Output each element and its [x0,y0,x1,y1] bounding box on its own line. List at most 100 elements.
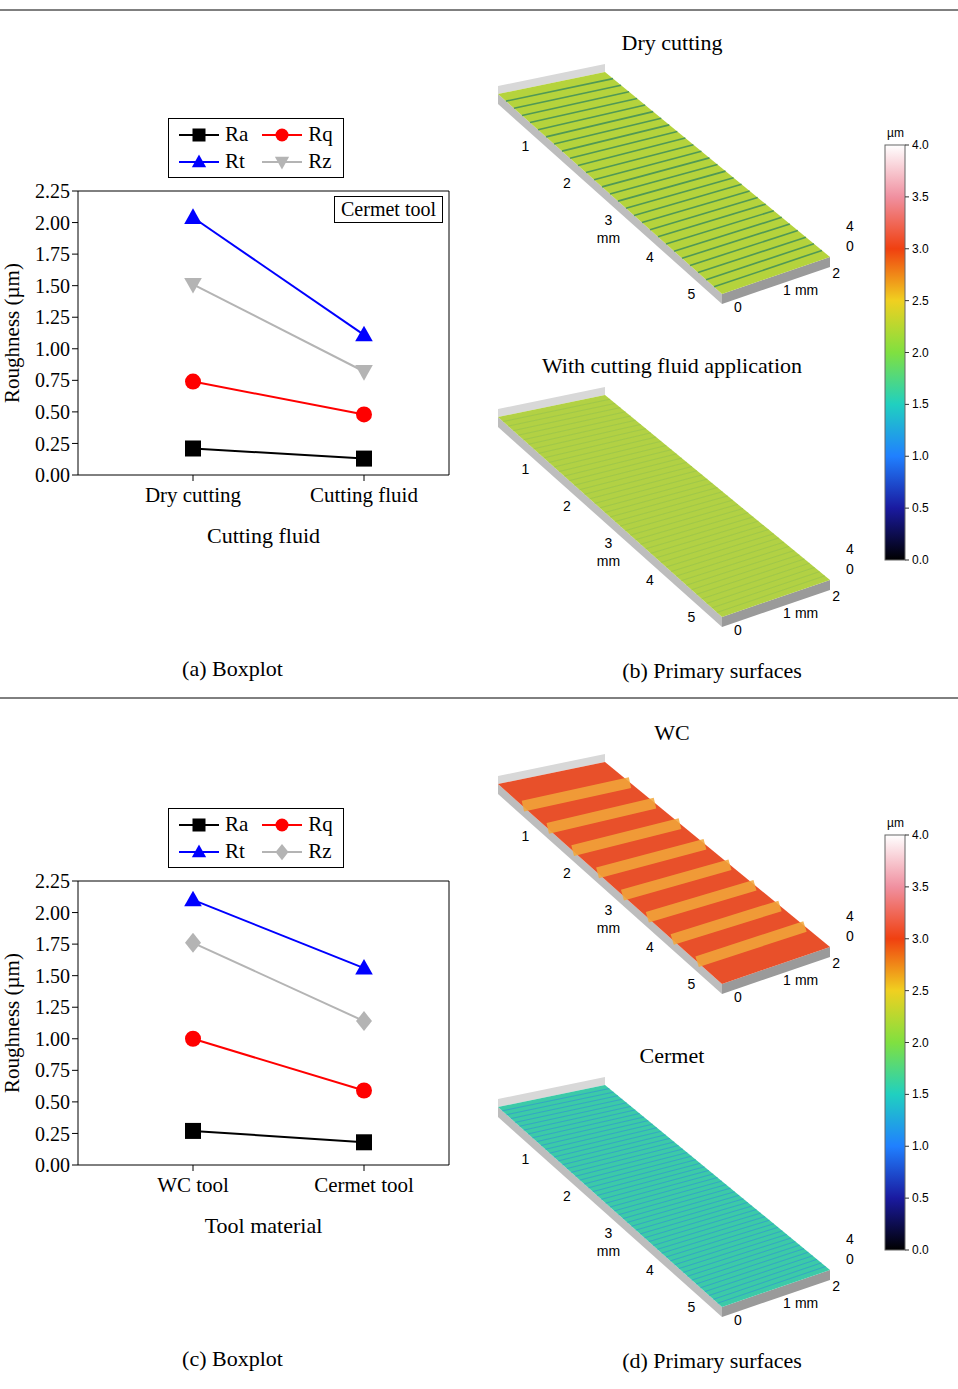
svg-text:1: 1 [522,138,530,154]
svg-text:WC tool: WC tool [157,1173,229,1197]
svg-text:(d) Primary surfaces: (d) Primary surfaces [622,1348,802,1373]
svg-text:2.5: 2.5 [912,294,929,308]
svg-text:µm: µm [887,126,904,140]
svg-text:1.50: 1.50 [35,275,70,297]
svg-text:1: 1 [522,1151,530,1167]
svg-text:mm: mm [597,920,620,936]
svg-text:2: 2 [832,265,840,281]
svg-text:1: 1 [522,461,530,477]
svg-text:2: 2 [563,498,571,514]
svg-text:0: 0 [734,1312,742,1328]
svg-text:Dry cutting: Dry cutting [145,483,242,507]
svg-text:WC: WC [654,720,689,745]
svg-text:1.25: 1.25 [35,306,70,328]
svg-text:2.5: 2.5 [912,984,929,998]
svg-text:0.5: 0.5 [912,1191,929,1205]
svg-text:2: 2 [832,588,840,604]
svg-text:1mm: 1mm [783,1295,818,1311]
svg-text:µm: µm [887,816,904,830]
svg-text:0.5: 0.5 [912,501,929,515]
svg-text:1.5: 1.5 [912,397,929,411]
svg-text:1.75: 1.75 [35,243,70,265]
svg-text:5: 5 [688,609,696,625]
svg-text:5: 5 [688,976,696,992]
svg-text:3: 3 [605,902,613,918]
svg-text:3.0: 3.0 [912,242,929,256]
svg-text:2.25: 2.25 [35,180,70,202]
svg-text:1.00: 1.00 [35,338,70,360]
svg-text:0.50: 0.50 [35,1091,70,1113]
svg-text:5: 5 [688,286,696,302]
svg-text:1mm: 1mm [783,605,818,621]
svg-text:2.0: 2.0 [912,1036,929,1050]
svg-text:2: 2 [563,1188,571,1204]
svg-text:Roughness (µm): Roughness (µm) [0,953,24,1093]
svg-text:4: 4 [646,1262,654,1278]
svg-text:2.0: 2.0 [912,346,929,360]
svg-text:1.0: 1.0 [912,1139,929,1153]
svg-text:3: 3 [605,212,613,228]
svg-text:0.0: 0.0 [912,553,929,567]
svg-text:Cutting fluid: Cutting fluid [310,483,418,507]
svg-text:2.00: 2.00 [35,212,70,234]
svg-text:0.75: 0.75 [35,1059,70,1081]
svg-text:0: 0 [734,989,742,1005]
svg-text:4.0: 4.0 [912,828,929,842]
svg-text:Dry cutting: Dry cutting [622,30,723,55]
svg-text:1.50: 1.50 [35,965,70,987]
svg-text:2: 2 [832,955,840,971]
svg-text:0.75: 0.75 [35,369,70,391]
svg-text:0: 0 [846,238,854,254]
svg-text:mm: mm [597,230,620,246]
svg-text:0.00: 0.00 [35,464,70,486]
svg-text:0.0: 0.0 [912,1243,929,1257]
svg-text:1.25: 1.25 [35,996,70,1018]
svg-text:4.0: 4.0 [912,138,929,152]
svg-text:(b) Primary surfaces: (b) Primary surfaces [622,658,802,683]
svg-text:mm: mm [597,553,620,569]
svg-text:1: 1 [522,828,530,844]
svg-text:2.00: 2.00 [35,902,70,924]
svg-text:3.5: 3.5 [912,880,929,894]
svg-text:0.50: 0.50 [35,401,70,423]
svg-text:0: 0 [734,299,742,315]
svg-text:4: 4 [846,541,854,557]
svg-text:3.5: 3.5 [912,190,929,204]
svg-text:2: 2 [832,1278,840,1294]
svg-text:3.0: 3.0 [912,932,929,946]
svg-text:0: 0 [846,561,854,577]
html-text:(c) Boxplot: (c) Boxplot [182,1346,283,1371]
svg-text:1mm: 1mm [783,282,818,298]
svg-text:4: 4 [646,249,654,265]
svg-text:1mm: 1mm [783,972,818,988]
svg-text:0: 0 [846,1251,854,1267]
svg-text:Roughness (µm): Roughness (µm) [0,263,24,403]
svg-text:Cutting fluid: Cutting fluid [207,523,320,548]
svg-text:2.25: 2.25 [35,870,70,892]
svg-text:mm: mm [597,1243,620,1259]
svg-text:0.25: 0.25 [35,433,70,455]
svg-text:With cutting fluid application: With cutting fluid application [542,353,802,378]
svg-text:5: 5 [688,1299,696,1315]
svg-text:4: 4 [846,218,854,234]
svg-text:0: 0 [734,622,742,638]
svg-text:0.00: 0.00 [35,1154,70,1176]
svg-text:1.0: 1.0 [912,449,929,463]
svg-text:4: 4 [646,939,654,955]
svg-text:Cermet tool: Cermet tool [314,1173,414,1197]
svg-text:1.75: 1.75 [35,933,70,955]
html-text:(a) Boxplot: (a) Boxplot [182,656,283,681]
svg-text:Tool material: Tool material [205,1213,323,1238]
svg-text:4: 4 [846,908,854,924]
svg-text:1.5: 1.5 [912,1087,929,1101]
svg-text:4: 4 [646,572,654,588]
svg-text:0: 0 [846,928,854,944]
svg-text:4: 4 [846,1231,854,1247]
svg-text:2: 2 [563,175,571,191]
svg-text:3: 3 [605,1225,613,1241]
svg-text:1.00: 1.00 [35,1028,70,1050]
svg-text:Cermet: Cermet [640,1043,705,1068]
svg-text:2: 2 [563,865,571,881]
svg-text:0.25: 0.25 [35,1123,70,1145]
svg-text:3: 3 [605,535,613,551]
